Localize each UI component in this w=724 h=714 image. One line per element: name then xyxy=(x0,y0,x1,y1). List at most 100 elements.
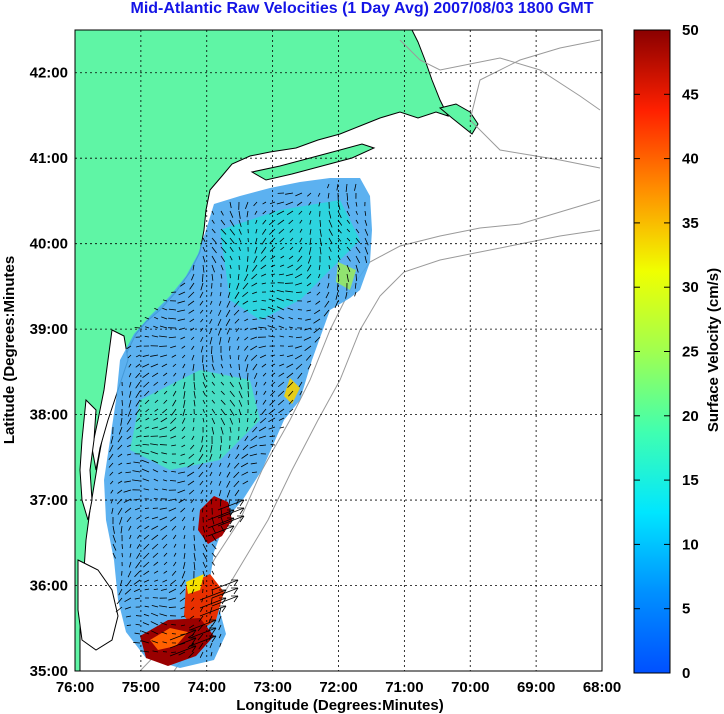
velocity-vector xyxy=(269,210,276,215)
velocity-vector xyxy=(163,552,168,557)
x-axis-ticks: 76:00 75:00 74:00 73:00 72:00 71:00 70:00 69:00… xyxy=(56,679,621,696)
velocity-vector xyxy=(189,635,217,647)
velocity-vector xyxy=(168,597,177,601)
velocity-vector xyxy=(328,210,332,219)
velocity-vector xyxy=(193,543,196,551)
velocity-vector xyxy=(211,264,215,273)
velocity-vector xyxy=(209,606,213,615)
velocity-vector xyxy=(268,219,276,226)
velocity-vector xyxy=(153,478,159,482)
velocity-vector xyxy=(364,219,368,226)
velocity-vector xyxy=(286,210,294,216)
velocity-vector xyxy=(201,498,204,503)
velocity-vector xyxy=(124,507,132,513)
y-tick-label: 35:00 xyxy=(30,663,68,680)
velocity-vector xyxy=(112,525,115,534)
velocity-vector xyxy=(127,354,132,359)
velocity-vector xyxy=(229,363,232,369)
colorbar: 0 5 10 15 20 25 30 35 40 45 50 Surface Velocity (c… xyxy=(633,22,722,682)
velocity-vector xyxy=(171,470,177,473)
x-tick-label: 71:00 xyxy=(385,679,423,696)
velocity-vector xyxy=(211,219,215,224)
velocity-vector xyxy=(307,264,312,272)
velocity-vector xyxy=(118,471,123,475)
velocity-vector xyxy=(305,354,312,361)
velocity-vector xyxy=(307,300,312,303)
x-axis-label: Longitude (Degrees:Minutes) xyxy=(236,697,444,714)
velocity-vector xyxy=(143,570,150,576)
velocity-vector xyxy=(144,588,150,591)
velocity-vector-head xyxy=(231,579,239,587)
velocity-vector xyxy=(238,417,241,423)
velocity-vector xyxy=(211,534,217,542)
velocity-vector xyxy=(193,390,196,399)
velocity-vector xyxy=(244,354,249,362)
velocity-vector xyxy=(211,579,239,591)
velocity-vector xyxy=(201,435,204,443)
velocity-vector xyxy=(220,525,225,533)
velocity-vector xyxy=(211,255,217,264)
velocity-vector xyxy=(110,480,114,485)
velocity-vector xyxy=(295,345,303,349)
velocity-vector xyxy=(199,597,227,609)
velocity-vector xyxy=(112,534,117,543)
velocity-vector xyxy=(173,552,177,557)
velocity-vector xyxy=(226,300,231,308)
velocity-vector xyxy=(211,561,215,566)
velocity-vector xyxy=(190,606,195,611)
velocity-vector xyxy=(189,619,217,631)
velocity-vector xyxy=(108,453,114,461)
velocity-vector xyxy=(144,390,150,397)
velocity-vector xyxy=(253,201,258,207)
velocity-vector xyxy=(346,237,351,242)
velocity-vector xyxy=(218,624,222,631)
velocity-vector-head xyxy=(237,515,245,523)
velocity-vector xyxy=(219,462,222,467)
velocity-vector xyxy=(219,642,222,647)
velocity-vector xyxy=(144,335,150,338)
velocity-vector xyxy=(126,444,132,448)
velocity-vector xyxy=(211,381,216,386)
velocity-vector xyxy=(153,570,159,574)
map-grid xyxy=(75,30,602,671)
velocity-vector xyxy=(152,469,159,473)
velocity-vector xyxy=(364,210,367,216)
velocity-vector xyxy=(289,408,294,413)
velocity-vector xyxy=(268,408,276,415)
velocity-vector xyxy=(142,354,150,357)
velocity-vector xyxy=(190,498,195,504)
velocity-vector xyxy=(211,237,217,244)
velocity-vector xyxy=(295,282,303,286)
velocity-vector xyxy=(179,642,186,646)
velocity-vector xyxy=(211,408,216,414)
velocity-vector xyxy=(220,417,226,426)
velocity-vector xyxy=(220,219,226,226)
velocity-vector xyxy=(229,210,234,218)
velocity-vector xyxy=(323,309,330,317)
velocity-vector xyxy=(304,327,312,331)
velocity-vector xyxy=(136,516,141,520)
velocity-vector xyxy=(135,381,141,389)
velocity-vector xyxy=(181,570,186,579)
velocity-vector xyxy=(269,399,276,406)
velocity-vector xyxy=(128,399,132,408)
velocity-vector xyxy=(226,489,231,498)
velocity-vector-head xyxy=(237,507,245,515)
velocity-vector xyxy=(179,588,186,595)
velocity-vector xyxy=(168,507,177,512)
velocity-vector xyxy=(180,507,186,513)
cape-cod xyxy=(438,103,479,135)
velocity-vector xyxy=(337,282,339,291)
velocity-vector xyxy=(144,605,150,608)
velocity-vector xyxy=(154,399,159,403)
velocity-vector xyxy=(125,471,132,474)
velocity-vector xyxy=(211,372,216,378)
velocity-vector xyxy=(182,408,186,417)
velocity-vector xyxy=(183,543,186,549)
velocity-vector xyxy=(354,291,357,297)
velocity-vector xyxy=(183,552,186,559)
velocity-vector xyxy=(134,597,141,600)
velocity-vector xyxy=(183,534,186,540)
velocity-vector xyxy=(153,417,159,421)
